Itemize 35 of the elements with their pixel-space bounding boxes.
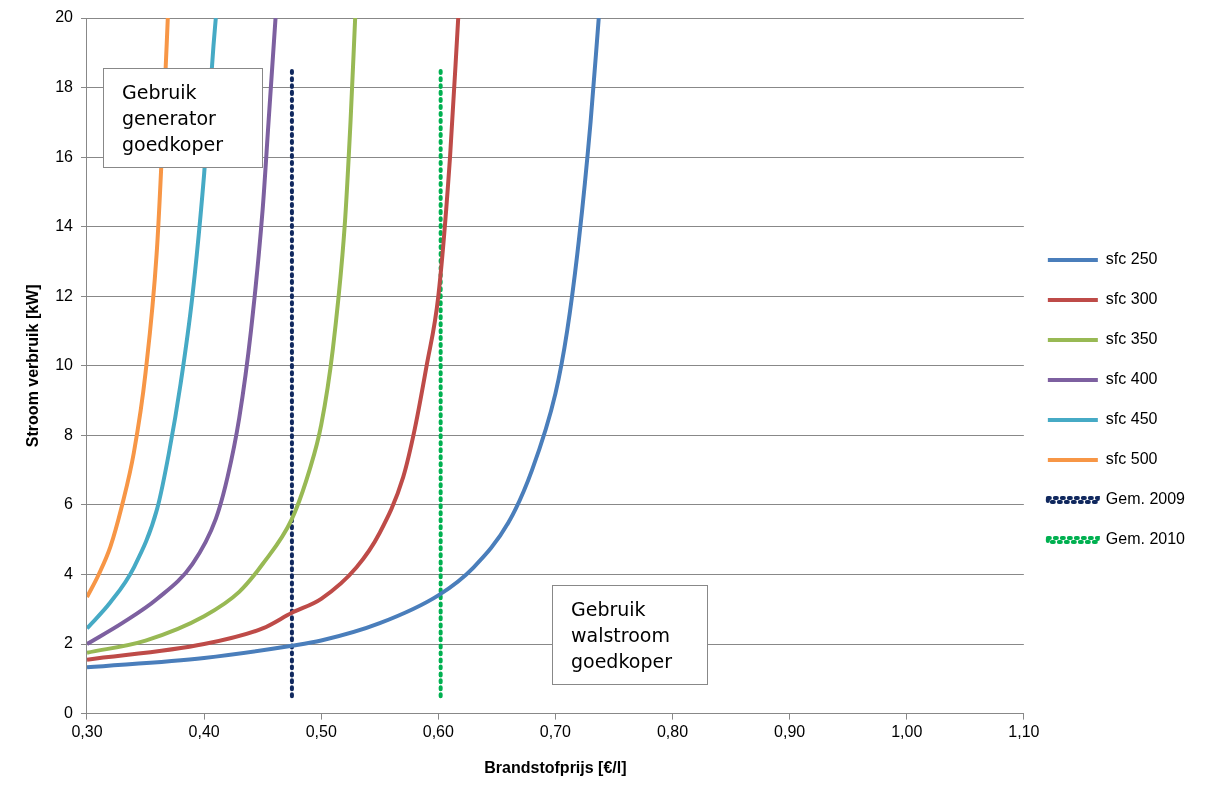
y-tick-label: 12 — [55, 286, 74, 304]
x-tick-label: 0,90 — [774, 722, 806, 740]
y-tick-label: 16 — [55, 147, 74, 165]
x-tick-label: 0,40 — [188, 722, 220, 740]
legend-label: sfc 350 — [1105, 330, 1158, 348]
line-series — [87, 18, 358, 655]
y-tick-label: 14 — [55, 217, 74, 235]
y-tick-label: 8 — [64, 425, 74, 443]
y-axis-title: Stroom verbruik [kW] — [24, 284, 42, 448]
line-series — [87, 18, 461, 662]
legend-label: sfc 300 — [1105, 290, 1158, 308]
line-series — [87, 18, 278, 647]
legend-label: Gem. 2010 — [1105, 530, 1186, 548]
y-tick-label: 4 — [64, 564, 74, 582]
legend-label: sfc 400 — [1105, 370, 1158, 388]
x-tick-label: 0,50 — [305, 722, 337, 740]
x-axis-title: Brandstofprijs [€/l] — [484, 758, 627, 776]
annotation: Gebruik generator goedkoper — [103, 68, 263, 168]
y-tick-label: 2 — [64, 634, 74, 652]
x-tick-label: 0,70 — [539, 722, 572, 740]
x-tick-label: 1,00 — [891, 722, 923, 740]
legend-label: Gem. 2009 — [1105, 490, 1186, 508]
y-tick-label: 0 — [64, 704, 74, 722]
x-tick-label: 0,30 — [71, 722, 103, 740]
x-tick-label: 0,80 — [656, 722, 689, 740]
y-tick-label: 10 — [55, 356, 74, 374]
legend-label: sfc 500 — [1105, 450, 1158, 468]
y-tick-label: 6 — [64, 495, 74, 513]
legend-label: sfc 450 — [1105, 410, 1158, 428]
y-tick-label: 18 — [55, 77, 74, 95]
legend-label: sfc 250 — [1105, 250, 1158, 268]
x-tick-label: 1,10 — [1008, 722, 1040, 740]
x-tick-label: 0,60 — [422, 722, 454, 740]
annotation: Gebruik walstroom goedkoper — [552, 585, 708, 685]
y-tick-label: 20 — [55, 8, 74, 26]
